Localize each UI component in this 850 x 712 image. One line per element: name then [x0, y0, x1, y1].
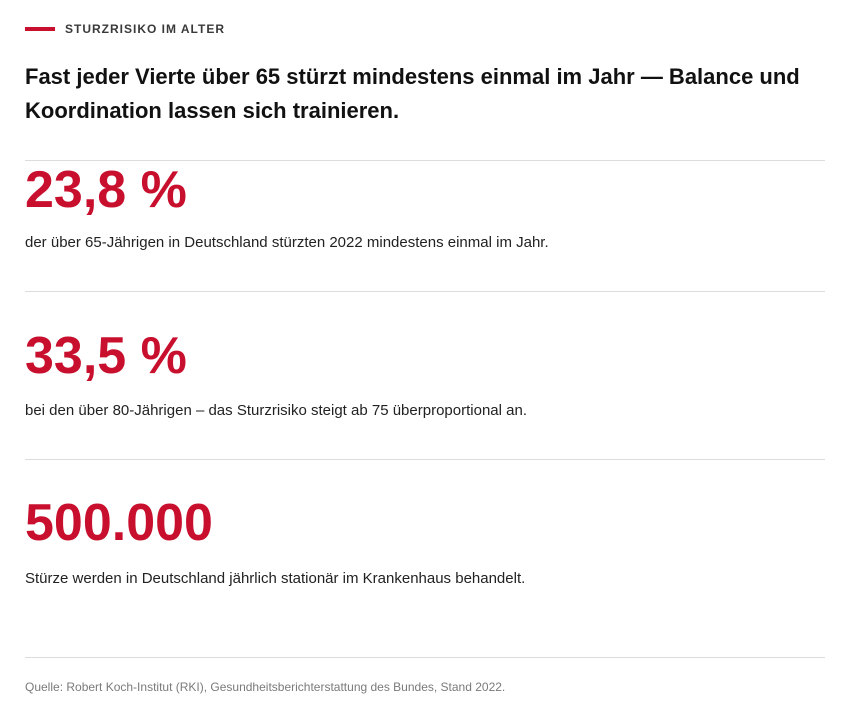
divider [25, 291, 825, 292]
stat-value: 500.000 [25, 494, 213, 552]
kicker: STURZRISIKO IM ALTER [25, 22, 225, 36]
stat-description: Stürze werden in Deutschland jährlich st… [25, 570, 526, 587]
source-note: Quelle: Robert Koch-Institut (RKI), Gesu… [25, 680, 506, 694]
divider [25, 160, 825, 161]
headline: Fast jeder Vierte über 65 stürzt mindest… [25, 64, 800, 123]
stat-value: 23,8 % [25, 161, 187, 219]
infographic: STURZRISIKO IM ALTER Fast jeder Vierte ü… [25, 0, 825, 712]
stat-value: 33,5 % [25, 327, 187, 385]
stat-description: bei den über 80-Jährigen – das Sturzrisi… [25, 402, 527, 419]
stat-description: der über 65-Jährigen in Deutschland stür… [25, 234, 549, 251]
kicker-accent-bar [25, 27, 55, 31]
divider [25, 459, 825, 460]
divider [25, 657, 825, 658]
kicker-label: STURZRISIKO IM ALTER [65, 22, 225, 36]
